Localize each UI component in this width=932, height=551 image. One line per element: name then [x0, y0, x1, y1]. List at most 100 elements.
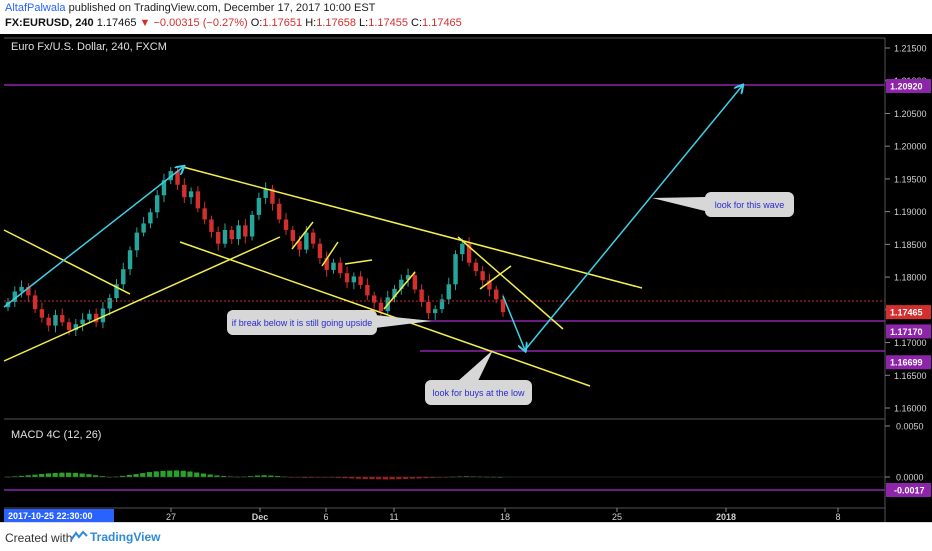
time-cursor-badge	[4, 509, 114, 522]
candle-body	[439, 299, 445, 310]
open-value: 1.17651	[262, 17, 303, 29]
macd-bar	[59, 472, 65, 477]
time-tick-label: 2018	[716, 512, 736, 522]
wedge-upper-line[interactable]	[457, 236, 564, 330]
callout-break-below[interactable]: if break below it is still going upside	[227, 310, 432, 335]
footer-bar: Created with TradingView	[0, 522, 932, 551]
macd-bar	[443, 477, 449, 478]
candle-body	[32, 295, 38, 310]
price-change: −0.00315 (−0.27%)	[153, 17, 248, 29]
candle-body	[500, 299, 506, 313]
time-tick-label: 18	[500, 512, 510, 522]
macd-bar	[301, 477, 308, 478]
macd-label: MACD 4C (12, 26)	[11, 429, 101, 441]
time-tick-label: 11	[389, 512, 398, 522]
price-tick-label: 1.16000	[894, 404, 927, 414]
author-link[interactable]: AltafPalwala	[5, 2, 66, 14]
channel-upper-line[interactable]	[182, 166, 643, 289]
callout-look-for-this-wave[interactable]: look for this wave	[652, 192, 794, 217]
candle-body	[188, 191, 194, 198]
callout-text-3: look for buys at the low	[432, 388, 525, 398]
macd-bar	[335, 477, 341, 478]
last-price: 1.17465	[96, 17, 137, 29]
flag-line-4[interactable]	[383, 271, 416, 310]
created-with-label: Created with	[5, 531, 73, 545]
macd-bar	[261, 475, 267, 477]
wave-arrow-down[interactable]	[502, 295, 525, 350]
price-tick-label: 1.17000	[894, 338, 927, 348]
price-tick-label: 1.18500	[894, 240, 927, 250]
open-label: O:	[250, 17, 263, 29]
chart-canvas[interactable]: Euro Fx/U.S. Dollar, 240, FXCM MACD 4C (…	[0, 34, 932, 522]
candle-body	[12, 291, 17, 302]
candle-body	[351, 276, 357, 283]
flag-line-2[interactable]	[321, 241, 339, 267]
macd-bar	[436, 477, 442, 478]
flag-line-1[interactable]	[291, 221, 314, 250]
candle-body	[432, 309, 438, 314]
macd-bar	[430, 477, 436, 478]
wave-arrow-up-2[interactable]	[524, 86, 742, 351]
time-tick-label: 6	[323, 512, 328, 522]
candle-body	[304, 232, 309, 250]
publication-line: AltafPalwala published on TradingView.co…	[5, 2, 375, 14]
candle-body	[66, 322, 72, 331]
channel-lower-line[interactable]	[179, 241, 591, 387]
time-tick-label: Dec	[252, 512, 269, 522]
candle-body	[419, 289, 424, 302]
macd-bar	[322, 477, 328, 478]
candle-body	[134, 232, 140, 251]
flag-line-3[interactable]	[344, 259, 373, 265]
macd-bar	[153, 471, 159, 477]
candle-body	[80, 319, 85, 325]
time-axis[interactable]: 2017-10-25 22:30:00 27 Dec 6 11 18 25 2018 8	[4, 508, 841, 522]
candle-body	[148, 212, 153, 224]
macd-bar	[497, 477, 503, 478]
macd-bar	[25, 475, 31, 477]
macd-bar	[416, 477, 422, 479]
macd-axis[interactable]: 0.0050 0.0000 -0.0017	[885, 422, 931, 498]
candle-body	[331, 262, 336, 270]
macd-bar	[463, 476, 469, 477]
candle-body	[270, 188, 275, 204]
trendline-up-support[interactable]	[3, 236, 281, 362]
candle-body	[487, 280, 492, 290]
candle-body	[263, 188, 268, 198]
candle-body	[494, 289, 499, 300]
wave-arrow-up-1[interactable]	[3, 167, 183, 308]
candle-body	[141, 223, 146, 233]
candle-body	[19, 286, 24, 292]
wedge-short-line[interactable]	[479, 265, 512, 290]
close-value: 1.17465	[422, 17, 462, 29]
candle-body	[175, 171, 180, 185]
time-cursor-label: 2017-10-25 22:30:00	[8, 511, 93, 521]
candle-body	[114, 284, 119, 299]
close-label: C:	[411, 17, 423, 29]
candle-body	[93, 313, 99, 323]
candle-body	[426, 301, 431, 314]
callout-look-for-buys[interactable]: look for buys at the low	[425, 350, 532, 405]
chart-area[interactable]: Euro Fx/U.S. Dollar, 240, FXCM MACD 4C (…	[0, 34, 932, 522]
candle-body	[412, 275, 418, 290]
candle-body	[453, 254, 458, 285]
price-tick-label: 1.20500	[894, 109, 927, 119]
trendline-down-left[interactable]	[3, 229, 131, 295]
price-badge	[886, 324, 931, 339]
macd-bar	[140, 473, 146, 477]
tradingview-logo-icon	[70, 530, 88, 541]
tradingview-link[interactable]: TradingView	[90, 530, 161, 544]
candle-body	[26, 286, 31, 296]
publication-header: AltafPalwala published on TradingView.co…	[0, 0, 932, 34]
price-axis[interactable]: 1.215001.210001.205001.200001.195001.190…	[885, 44, 931, 414]
price-tick-label: 1.21500	[894, 44, 927, 54]
macd-bar	[328, 477, 335, 478]
price-badge	[886, 305, 931, 320]
candle-body	[378, 302, 384, 312]
candle-body	[392, 288, 397, 298]
candle-body	[310, 232, 316, 244]
macd-bar	[214, 475, 220, 477]
candle-body	[338, 262, 343, 274]
price-tick-label: 1.16500	[894, 371, 927, 381]
macd-bar	[133, 474, 139, 477]
candle-body	[236, 225, 241, 240]
